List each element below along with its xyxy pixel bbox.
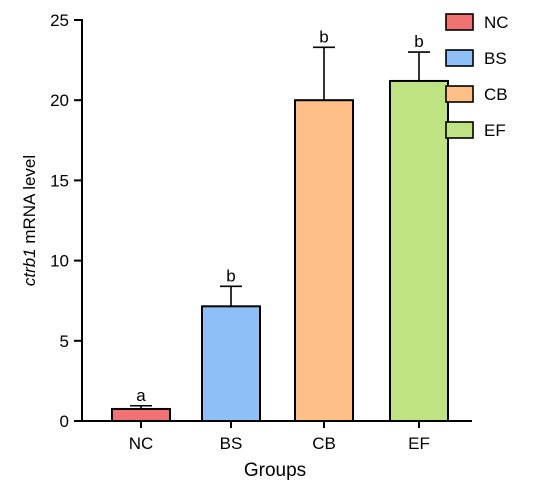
- y-tick-label: 0: [60, 412, 69, 431]
- x-tick-label-bs: BS: [220, 434, 243, 453]
- y-tick-label: 15: [50, 171, 69, 190]
- significance-label-nc: a: [136, 386, 146, 405]
- y-axis-label-unit: mRNA level: [20, 155, 39, 249]
- legend: NC BS CB EF: [445, 13, 509, 140]
- y-axis-label: ctrb1 mRNA level: [20, 155, 39, 286]
- y-ticks-group: 0 5 10 15 20 25: [50, 11, 82, 431]
- x-tick-label-nc: NC: [129, 434, 154, 453]
- legend-swatch-ef: [445, 121, 474, 139]
- axes-group: [81, 19, 472, 422]
- y-tick-label: 10: [50, 252, 69, 271]
- y-axis-label-gene: ctrb1: [20, 248, 39, 286]
- legend-label-ef: EF: [484, 121, 506, 140]
- legend-swatch-nc: [445, 13, 474, 31]
- x-axis-label: Groups: [244, 460, 306, 481]
- error-bars-group: [130, 46, 430, 409]
- bar-nc: [111, 407, 171, 423]
- legend-swatch-bs: [445, 49, 474, 67]
- y-tick-label: 25: [50, 11, 69, 30]
- y-tick-label: 20: [50, 91, 69, 110]
- bar-cb: [294, 99, 354, 422]
- x-tick-label-cb: CB: [312, 434, 336, 453]
- significance-label-cb: b: [319, 27, 328, 46]
- x-tick-label-ef: EF: [408, 434, 430, 453]
- x-ticks-group: NC BS CB EF: [129, 421, 430, 453]
- y-tick-label: 5: [60, 332, 69, 351]
- bars-group: [111, 79, 449, 423]
- legend-swatch-cb: [445, 85, 474, 103]
- significance-labels-group: a b b b: [136, 27, 423, 404]
- significance-label-ef: b: [414, 32, 423, 51]
- legend-label-nc: NC: [484, 13, 509, 32]
- bar-bs: [201, 305, 261, 422]
- significance-label-bs: b: [226, 266, 235, 285]
- bar-ef: [389, 79, 449, 423]
- legend-label-bs: BS: [484, 49, 507, 68]
- legend-label-cb: CB: [484, 85, 508, 104]
